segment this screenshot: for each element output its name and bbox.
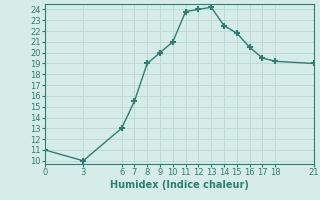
X-axis label: Humidex (Indice chaleur): Humidex (Indice chaleur) — [110, 180, 249, 190]
